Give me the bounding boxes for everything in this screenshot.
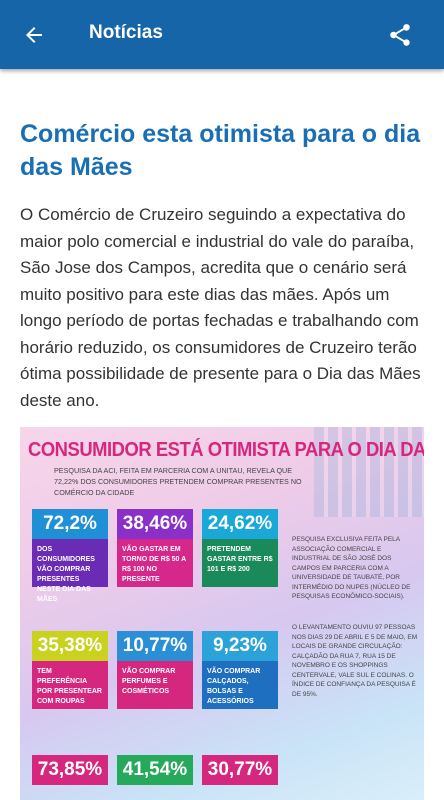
back-button[interactable]	[16, 17, 52, 53]
stat-description: TEM PREFERÊNCIA POR PRESENTEAR COM ROUPA…	[32, 661, 108, 709]
stat-card: 24,62% PRETENDEM GASTAR ENTRE R$ 101 E R$…	[202, 509, 278, 587]
stat-description: PRETENDEM GASTAR ENTRE R$ 101 E R$ 200	[202, 539, 278, 587]
stat-description: DOS CONSUMIDORES VÃO COMPRAR PRESENTES N…	[32, 539, 108, 603]
infographic-subtitle: PESQUISA DA ACI, FEITA EM PARCERIA COM A…	[54, 466, 302, 497]
share-button[interactable]	[382, 17, 418, 53]
stat-value: 73,85%	[32, 755, 108, 785]
stat-value: 41,54%	[117, 755, 193, 785]
page-title: Notícias	[89, 22, 163, 43]
stat-description: VÃO COMPRAR PERFUMES E COSMÉTICOS	[117, 661, 193, 709]
stat-value: 30,77%	[202, 755, 278, 785]
stat-card: 35,38% TEM PREFERÊNCIA POR PRESENTEAR COM…	[32, 631, 108, 709]
stat-value: 38,46%	[117, 509, 193, 539]
stat-card: 41,54%	[117, 755, 193, 785]
stat-value: 9,23%	[202, 631, 278, 661]
article-body: O Comércio de Cruzeiro seguindo a expect…	[20, 205, 421, 410]
stat-card: 10,77% VÃO COMPRAR PERFUMES E COSMÉTICOS	[117, 631, 193, 709]
app-bar: Notícias	[0, 0, 444, 69]
stat-card: 73,85%	[32, 755, 108, 785]
stat-description: VÃO COMPRAR CALÇADOS, BOLSAS E ACESSÓRIO…	[202, 661, 278, 709]
arrow-left-icon	[26, 27, 42, 43]
infographic-title: CONSUMIDOR ESTÁ OTIMISTA PARA O DIA DAS …	[28, 439, 424, 461]
decorative-pattern	[314, 427, 424, 517]
stat-card: 9,23% VÃO COMPRAR CALÇADOS, BOLSAS E ACES…	[202, 631, 278, 709]
stat-value: 24,62%	[202, 509, 278, 539]
article-content[interactable]: Comércio esta otimista para o dia das Mã…	[0, 69, 444, 800]
stat-card: 72,2% DOS CONSUMIDORES VÃO COMPRAR PRESEN…	[32, 509, 108, 603]
infographic-side-text: PESQUISA EXCLUSIVA FEITA PELA ASSOCIAÇÃO…	[292, 536, 411, 600]
infographic-side-text: O LEVANTAMENTO OUVIU 97 PESSOAS NOS DIAS…	[292, 624, 418, 698]
stat-value: 72,2%	[32, 509, 108, 539]
stat-card: 30,77%	[202, 755, 278, 785]
stat-value: 35,38%	[32, 631, 108, 661]
article-image: CONSUMIDOR ESTÁ OTIMISTA PARA O DIA DAS …	[20, 427, 424, 800]
share-icon	[390, 24, 410, 46]
stat-value: 10,77%	[117, 631, 193, 661]
article-title: Comércio esta otimista para o dia das Mã…	[20, 120, 421, 181]
stat-card: 38,46% VÃO GASTAR EM TORNO DE R$ 50 A R$ …	[117, 509, 193, 587]
stat-description: VÃO GASTAR EM TORNO DE R$ 50 A R$ 100 NO…	[117, 539, 193, 587]
